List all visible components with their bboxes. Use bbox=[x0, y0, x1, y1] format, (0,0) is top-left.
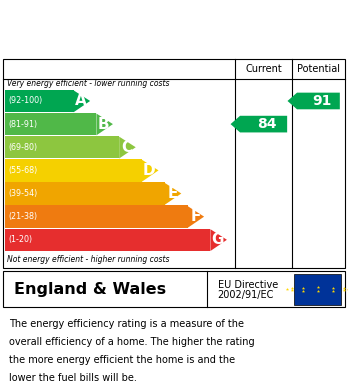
Polygon shape bbox=[74, 90, 90, 112]
Bar bbox=[294, 274, 341, 305]
Text: E: E bbox=[167, 186, 178, 201]
Bar bbox=[5, 159, 142, 182]
Text: lower the fuel bills will be.: lower the fuel bills will be. bbox=[9, 373, 136, 383]
Polygon shape bbox=[96, 113, 113, 135]
Text: (1-20): (1-20) bbox=[9, 235, 33, 244]
Text: (81-91): (81-91) bbox=[9, 120, 38, 129]
Text: 2002/91/EC: 2002/91/EC bbox=[218, 290, 274, 300]
Text: Very energy efficient - lower running costs: Very energy efficient - lower running co… bbox=[7, 79, 169, 88]
Text: A: A bbox=[75, 93, 87, 108]
Text: 84: 84 bbox=[258, 117, 277, 131]
Text: F: F bbox=[190, 209, 201, 224]
Polygon shape bbox=[230, 116, 287, 133]
Bar bbox=[5, 182, 165, 205]
Text: Energy Efficiency Rating: Energy Efficiency Rating bbox=[10, 22, 239, 40]
Text: Potential: Potential bbox=[297, 64, 340, 74]
Text: (21-38): (21-38) bbox=[9, 212, 38, 221]
Text: EU Directive: EU Directive bbox=[218, 280, 278, 290]
Text: overall efficiency of a home. The higher the rating: overall efficiency of a home. The higher… bbox=[9, 337, 254, 347]
Text: 91: 91 bbox=[312, 94, 331, 108]
Text: Not energy efficient - higher running costs: Not energy efficient - higher running co… bbox=[7, 255, 169, 264]
Polygon shape bbox=[165, 183, 181, 205]
Text: The energy efficiency rating is a measure of the: The energy efficiency rating is a measur… bbox=[9, 319, 244, 329]
Text: (69-80): (69-80) bbox=[9, 143, 38, 152]
Text: (39-54): (39-54) bbox=[9, 189, 38, 198]
Bar bbox=[5, 229, 210, 251]
Polygon shape bbox=[287, 93, 340, 109]
Polygon shape bbox=[210, 229, 227, 251]
Polygon shape bbox=[119, 136, 136, 158]
Text: Current: Current bbox=[245, 64, 282, 74]
Text: (92-100): (92-100) bbox=[9, 97, 43, 106]
Bar bbox=[5, 90, 74, 112]
Text: C: C bbox=[121, 140, 132, 155]
Text: England & Wales: England & Wales bbox=[14, 282, 166, 297]
Bar bbox=[5, 205, 188, 228]
Text: D: D bbox=[142, 163, 155, 178]
Polygon shape bbox=[188, 206, 204, 228]
Text: the more energy efficient the home is and the: the more energy efficient the home is an… bbox=[9, 355, 235, 365]
Bar bbox=[5, 136, 119, 158]
Text: B: B bbox=[98, 117, 110, 132]
Text: (55-68): (55-68) bbox=[9, 166, 38, 175]
Polygon shape bbox=[142, 160, 159, 182]
Bar bbox=[5, 113, 96, 135]
Text: G: G bbox=[211, 232, 223, 247]
